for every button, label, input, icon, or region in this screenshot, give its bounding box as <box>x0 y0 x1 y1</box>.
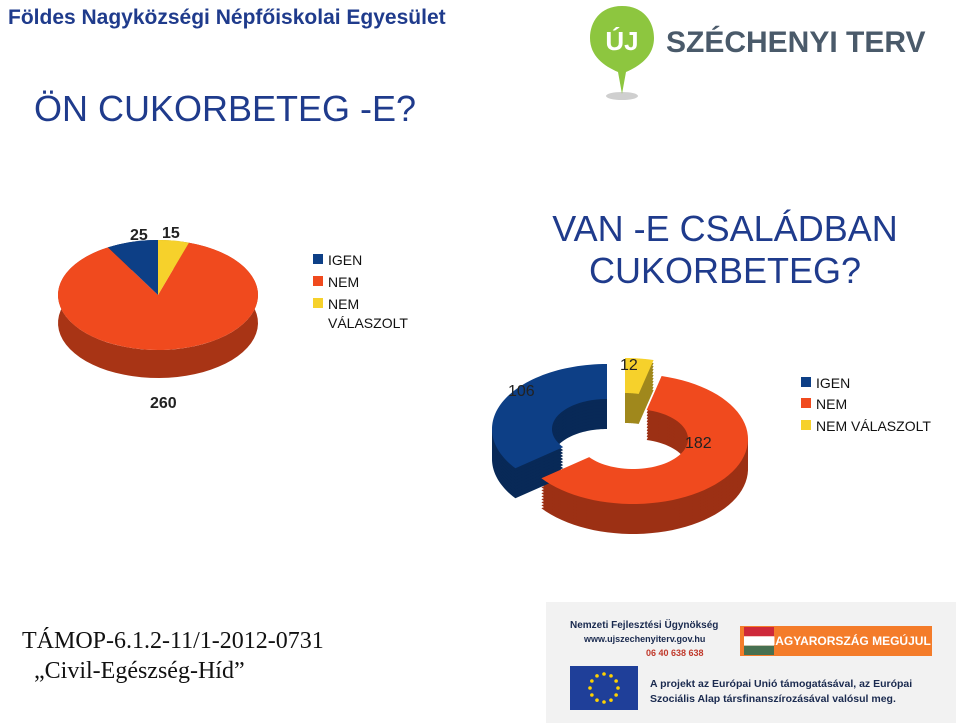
chart2-slice-nem-válaszolt <box>625 358 654 394</box>
chart1-legend-swatch-igen <box>313 254 323 264</box>
footer-agency: Nemzeti Fejlesztési Ügynökség <box>570 620 719 631</box>
chart1-label-nem: 260 <box>150 395 177 412</box>
campaign-text: MAGYARORSZÁG MEGÚJUL <box>765 634 931 648</box>
project-info: TÁMOP-6.1.2-11/1-2012-0731 „Civil-Egészs… <box>22 626 324 686</box>
eu-flag-icon <box>570 666 638 710</box>
chart2-label-nem-valaszolt: 12 <box>620 357 638 374</box>
eu-star-5 <box>609 698 613 702</box>
chart2-label-nem: 182 <box>685 435 712 452</box>
chart1-legend-swatch-nem-valaszolt <box>313 298 323 308</box>
funding-footer: Nemzeti Fejlesztési Ügynökség www.ujszec… <box>546 602 956 723</box>
eu-star-1 <box>609 674 613 678</box>
chart1-slice-nem <box>58 242 258 350</box>
chart1-label-nem-valaszolt: 15 <box>162 225 180 242</box>
eu-star-7 <box>595 698 599 702</box>
chart1-pie <box>58 240 258 378</box>
footer-funding-line-2: Szociális Alap társfinanszírozásával val… <box>650 693 896 705</box>
logo-shadow <box>606 92 638 100</box>
chart2-legend-nem-valaszolt: NEM VÁLASZOLT <box>816 418 931 434</box>
chart2-slice-nem <box>541 376 748 504</box>
eu-star-6 <box>602 700 606 704</box>
chart2-legend-swatch-igen <box>801 377 811 387</box>
chart1-legend-nem-valaszolt-1: NEM <box>328 296 359 312</box>
szechenyi-terv-logo: ÚJ SZÉCHENYI TERV <box>590 6 926 100</box>
question-2-title: VAN -E CSALÁDBAN CUKORBETEG? <box>552 208 898 291</box>
chart1-legend-swatch-nem <box>313 276 323 286</box>
eu-star-2 <box>614 679 618 683</box>
chart2-slice-igen <box>492 364 607 469</box>
organization-name: Földes Nagyközségi Népfőiskolai Egyesüle… <box>8 6 446 29</box>
chart2-legend: IGEN NEM NEM VÁLASZOLT <box>801 375 931 434</box>
logo-pin-icon <box>590 6 654 94</box>
chart2-legend-swatch-nem <box>801 398 811 408</box>
eu-star-10 <box>590 679 594 683</box>
chart1-slice-side-nem <box>58 242 258 378</box>
chart1-slice-igen <box>108 240 158 295</box>
eu-star-11 <box>595 674 599 678</box>
project-name: „Civil-Egészség-Híd” <box>34 658 245 684</box>
chart2-legend-swatch-nem-valaszolt <box>801 420 811 430</box>
chart1-legend-nem: NEM <box>328 274 359 290</box>
chart1-legend-igen: IGEN <box>328 252 362 268</box>
logo-badge: ÚJ <box>605 26 638 56</box>
question-1-title: ÖN CUKORBETEG -E? <box>34 88 417 129</box>
chart-diabetic: 25 15 260 IGEN NEM NEM VÁLASZOLT <box>58 225 408 412</box>
eu-star-3 <box>616 686 620 690</box>
project-code: TÁMOP-6.1.2-11/1-2012-0731 <box>22 628 324 654</box>
chart-family-diabetic: 106 12 182 IGEN NEM NEM VÁLASZOLT <box>492 357 931 534</box>
chart1-slice-nem-válaszolt <box>158 240 189 295</box>
eu-star-0 <box>602 672 606 676</box>
chart2-legend-igen: IGEN <box>816 375 850 391</box>
logo-text: SZÉCHENYI TERV <box>666 25 926 59</box>
eu-star-4 <box>614 693 618 697</box>
footer-phone: 06 40 638 638 <box>646 648 704 658</box>
footer-funding-line-1: A projekt az Európai Unió támogatásával,… <box>650 678 913 690</box>
chart2-donut <box>492 358 748 534</box>
footer-url: www.ujszechenyiterv.gov.hu <box>584 634 706 644</box>
eu-star-8 <box>590 693 594 697</box>
eu-star-9 <box>588 686 592 690</box>
chart2-legend-nem: NEM <box>816 396 847 412</box>
hungarian-flag-icon <box>744 627 774 655</box>
chart1-legend: IGEN NEM NEM VÁLASZOLT <box>313 252 408 331</box>
chart1-legend-nem-valaszolt-2: VÁLASZOLT <box>328 315 408 331</box>
chart2-label-igen: 106 <box>508 383 535 400</box>
chart1-label-igen: 25 <box>130 227 148 244</box>
